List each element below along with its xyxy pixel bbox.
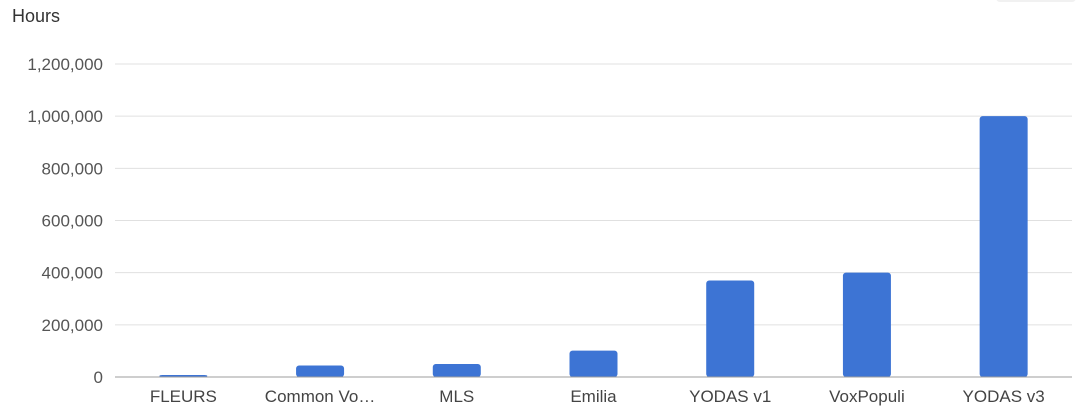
x-tick-label: Emilia bbox=[570, 387, 617, 406]
x-tick-label: FLEURS bbox=[150, 387, 217, 406]
bar-emilia[interactable] bbox=[569, 350, 618, 377]
y-tick-label: 800,000 bbox=[42, 159, 103, 178]
x-tick-label: MLS bbox=[439, 387, 474, 406]
bar-mls[interactable] bbox=[432, 363, 481, 377]
x-tick-label: YODAS v1 bbox=[689, 387, 771, 406]
bar-yodas-v3[interactable] bbox=[979, 116, 1028, 378]
bars bbox=[159, 116, 1028, 378]
y-tick-label: 1,200,000 bbox=[27, 55, 103, 74]
x-tick-label: VoxPopuli bbox=[829, 387, 905, 406]
bar-yodas-v1[interactable] bbox=[706, 280, 755, 377]
y-tick-label: 1,000,000 bbox=[27, 107, 103, 126]
bar-voxpopuli[interactable] bbox=[842, 272, 891, 377]
corner-widget bbox=[996, 0, 1076, 2]
y-axis-ticks: 0 200,000 400,000 600,000 800,000 1,000,000 1,… bbox=[27, 55, 103, 387]
y-axis-label: Hours bbox=[12, 6, 60, 26]
bar-common-vo[interactable] bbox=[296, 365, 345, 377]
y-tick-label: 400,000 bbox=[42, 264, 103, 283]
x-tick-label: Common Vo… bbox=[265, 387, 376, 406]
y-tick-label: 0 bbox=[94, 368, 103, 387]
y-tick-label: 600,000 bbox=[42, 212, 103, 231]
y-tick-label: 200,000 bbox=[42, 316, 103, 335]
x-axis-ticks: FLEURS Common Vo… MLS Emilia YODAS v1 VoxPopu… bbox=[150, 387, 1045, 406]
x-tick-label: YODAS v3 bbox=[963, 387, 1045, 406]
gridlines bbox=[115, 63, 1072, 326]
